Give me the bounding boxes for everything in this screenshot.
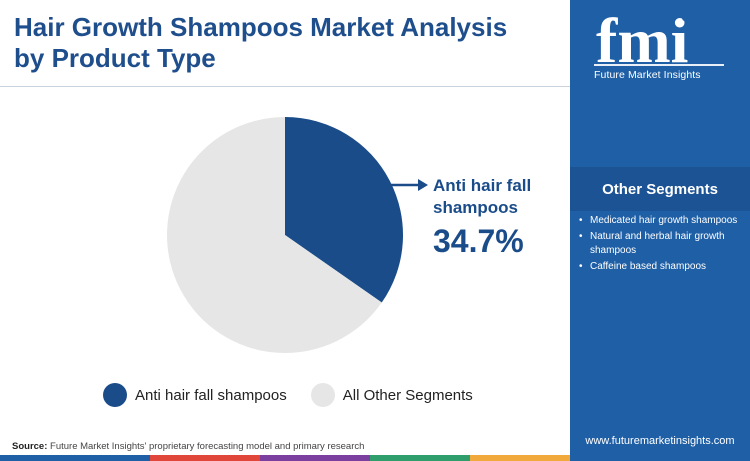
source-text: Future Market Insights' proprietary fore… (50, 441, 365, 452)
bar-segment-green (370, 455, 470, 461)
website-url: www.futuremarketinsights.com (585, 435, 735, 447)
pie-slice-anti-hair-fall-shampoos (285, 117, 403, 303)
legend-swatch-other-segments (310, 383, 335, 407)
source-note: Source: Future Market Insights' propriet… (12, 441, 364, 452)
legend-item-anti-hair-fall: Anti hair fall shampoos (103, 383, 287, 407)
pie-slice-all-other-segments (167, 117, 382, 353)
logo-icon-dot-2 (659, 15, 665, 21)
legend-label-anti-hair-fall: Anti hair fall shampoos (135, 386, 287, 404)
pie-chart (167, 117, 428, 353)
legend-swatch-anti-hair-fall (103, 383, 127, 407)
bar-segment-purple (260, 455, 370, 461)
callout-value: 34.7% (433, 223, 524, 259)
segment-item: • Natural and herbal hair growth shampoos (579, 231, 725, 256)
bar-segment-blue (0, 455, 150, 461)
logo-subtitle: Future Market Insights (594, 69, 701, 81)
segment-item: • Caffeine based shampoos (579, 261, 707, 272)
title-divider (0, 86, 570, 87)
legend-item-other-segments: All Other Segments (310, 383, 473, 407)
legend-label-other-segments: All Other Segments (342, 386, 473, 404)
segment-item: • Medicated hair growth shampoos (579, 215, 738, 226)
fmi-logo: fmi (594, 6, 724, 76)
bottom-color-bar (0, 455, 570, 461)
source-prefix: Source: (12, 441, 48, 452)
bar-segment-red (150, 455, 260, 461)
callout-arrow-head (418, 179, 428, 191)
sidebar: fmi Future Market Insights Other Segment… (570, 0, 750, 461)
logo-underline (594, 64, 724, 66)
logo-icon-dot-1 (636, 15, 642, 21)
chart-legend: Anti hair fall shampoos All Other Segmen… (103, 382, 497, 408)
callout-label: Anti hair fall shampoos (433, 176, 532, 217)
logo-icon-dot-3 (682, 15, 688, 21)
other-segments-header: Other Segments (570, 167, 750, 211)
other-segments-list: • Medicated hair growth shampoos • Natural… (578, 214, 746, 276)
bar-segment-orange (470, 455, 570, 461)
chart-title: Hair Growth Shampoos Market Analysis by … (14, 12, 508, 73)
